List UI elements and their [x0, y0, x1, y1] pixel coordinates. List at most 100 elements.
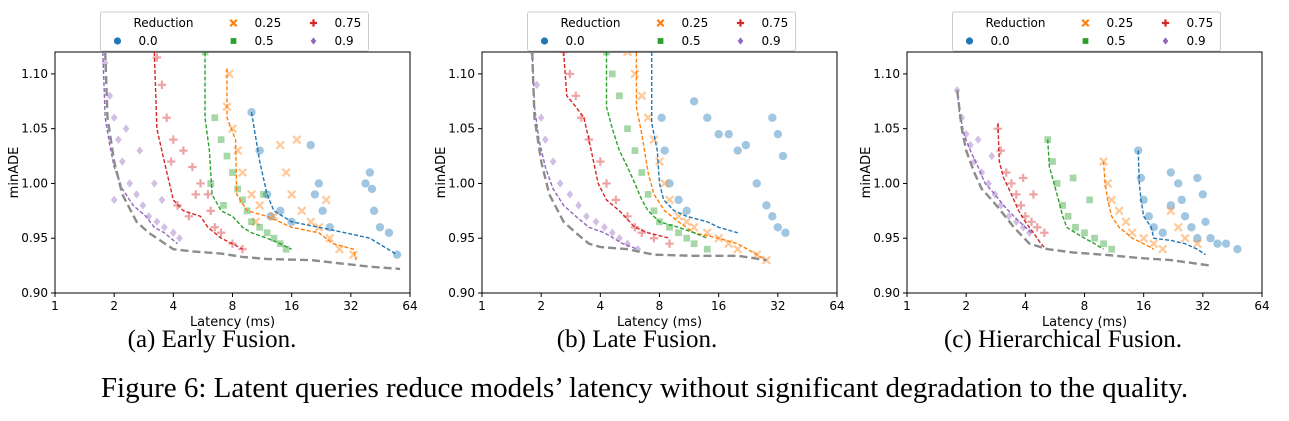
data-point-0.0	[1133, 146, 1143, 155]
data-point-0.75	[188, 162, 197, 172]
data-point-0.0	[689, 97, 699, 106]
data-point-0.75	[166, 157, 176, 166]
y-tick-label: 0.90	[873, 286, 900, 300]
data-point-0.25	[1158, 244, 1168, 254]
data-point-0.5	[1064, 212, 1072, 220]
legend-label-0.75: 0.75	[1187, 16, 1214, 30]
data-point-0.0	[1166, 168, 1176, 177]
legend-label-0.75: 0.75	[762, 16, 789, 30]
legend-marker-0.75	[309, 19, 318, 27]
data-point-0.9	[1019, 223, 1027, 232]
data-point-0.5	[239, 196, 246, 204]
data-point-0.0	[1206, 234, 1215, 243]
x-tick-label: 32	[1195, 299, 1210, 313]
legend-label-0.0: 0.0	[139, 34, 158, 48]
data-point-0.25	[637, 91, 647, 101]
data-point-0.0	[660, 146, 669, 155]
data-point-0.25	[251, 217, 261, 227]
subcaption-a: (a) Early Fusion.	[127, 326, 297, 353]
x-axis-label: Latency (ms)	[617, 315, 702, 330]
legend-marker-0.9	[1162, 37, 1169, 45]
data-point-0.75	[1040, 228, 1049, 237]
data-point-0.0	[1136, 173, 1146, 183]
x-tick-label: 4	[1022, 299, 1030, 313]
x-tick-label: 8	[229, 299, 237, 313]
y-tick-label: 1.05	[448, 122, 475, 136]
legend-label-0.0: 0.0	[566, 34, 585, 48]
y-tick-label: 0.90	[21, 286, 48, 300]
y-tick-label: 1.05	[873, 122, 900, 136]
legend-label-0.9: 0.9	[1187, 34, 1206, 48]
data-point-0.0	[1180, 212, 1190, 221]
x-axis-label: Latency (ms)	[1042, 315, 1127, 330]
data-point-0.25	[761, 255, 771, 265]
data-point-0.75	[157, 80, 167, 90]
data-point-0.0	[369, 206, 379, 216]
data-point-0.25	[733, 244, 743, 254]
data-point-0.5	[263, 229, 271, 237]
data-point-0.0	[367, 184, 377, 194]
data-point-0.25	[321, 195, 331, 205]
x-tick-label: 4	[597, 299, 605, 313]
data-point-0.75	[665, 239, 674, 248]
data-point-0.9	[176, 234, 183, 243]
data-point-0.0	[741, 140, 751, 150]
legend-marker-0.25	[656, 18, 665, 28]
data-point-0.0	[1213, 239, 1222, 248]
data-point-0.9	[974, 135, 982, 144]
x-tick-label: 1	[478, 299, 486, 313]
frontier-line-0.0	[1137, 150, 1206, 256]
data-point-0.75	[565, 69, 575, 79]
data-point-0.75	[191, 190, 200, 199]
data-point-0.5	[608, 70, 616, 78]
data-point-0.9	[556, 179, 564, 188]
legend-marker-0.0	[965, 37, 974, 45]
data-point-0.75	[1027, 217, 1036, 226]
data-point-0.5	[1091, 234, 1098, 242]
frontier-line-0.75	[153, 52, 243, 250]
frontier-line-0.5	[1047, 139, 1104, 250]
data-point-0.75	[1007, 179, 1016, 188]
data-point-0.75	[596, 157, 605, 166]
data-point-0.75	[1029, 190, 1038, 199]
data-point-0.0	[1221, 239, 1231, 248]
data-point-0.0	[1144, 212, 1154, 221]
legend-label-0.25: 0.25	[1107, 16, 1134, 30]
legend-label-0.25: 0.25	[682, 16, 709, 30]
data-point-0.25	[237, 167, 248, 178]
data-point-0.0	[266, 212, 275, 221]
legend-label-0.5: 0.5	[255, 34, 274, 48]
data-point-0.0	[1198, 190, 1208, 199]
data-point-0.5	[256, 223, 264, 231]
data-point-0.0	[657, 113, 666, 122]
data-point-0.0	[714, 129, 723, 139]
data-point-0.5	[229, 169, 236, 176]
legend-marker-0.5	[230, 38, 237, 44]
data-point-0.75	[602, 179, 611, 188]
legend-marker-0.25	[229, 18, 238, 28]
frontier-line-0.0	[250, 112, 398, 256]
data-point-0.25	[660, 178, 670, 189]
data-point-0.5	[1072, 223, 1079, 231]
data-point-0.0	[1193, 234, 1202, 243]
data-point-0.9	[966, 140, 974, 150]
x-axis-label: Latency (ms)	[190, 315, 275, 330]
data-point-0.9	[970, 157, 978, 166]
data-point-0.0	[1233, 244, 1242, 254]
data-point-0.9	[122, 124, 130, 133]
data-point-0.0	[762, 201, 771, 210]
data-point-0.9	[139, 201, 147, 210]
frontier-line-0.25	[1102, 161, 1155, 250]
data-point-0.0	[1166, 201, 1176, 210]
data-point-0.25	[297, 206, 307, 216]
legend-marker-0.9	[737, 37, 744, 45]
data-point-0.9	[978, 168, 986, 177]
data-point-0.9	[549, 157, 557, 166]
data-point-0.5	[616, 92, 623, 100]
legend-frame	[100, 11, 369, 52]
data-point-0.25	[630, 69, 640, 79]
y-tick-label: 1.10	[448, 67, 475, 81]
data-point-0.75	[196, 179, 205, 188]
frontier-line-0.9	[102, 52, 178, 245]
data-point-0.0	[1158, 228, 1167, 237]
